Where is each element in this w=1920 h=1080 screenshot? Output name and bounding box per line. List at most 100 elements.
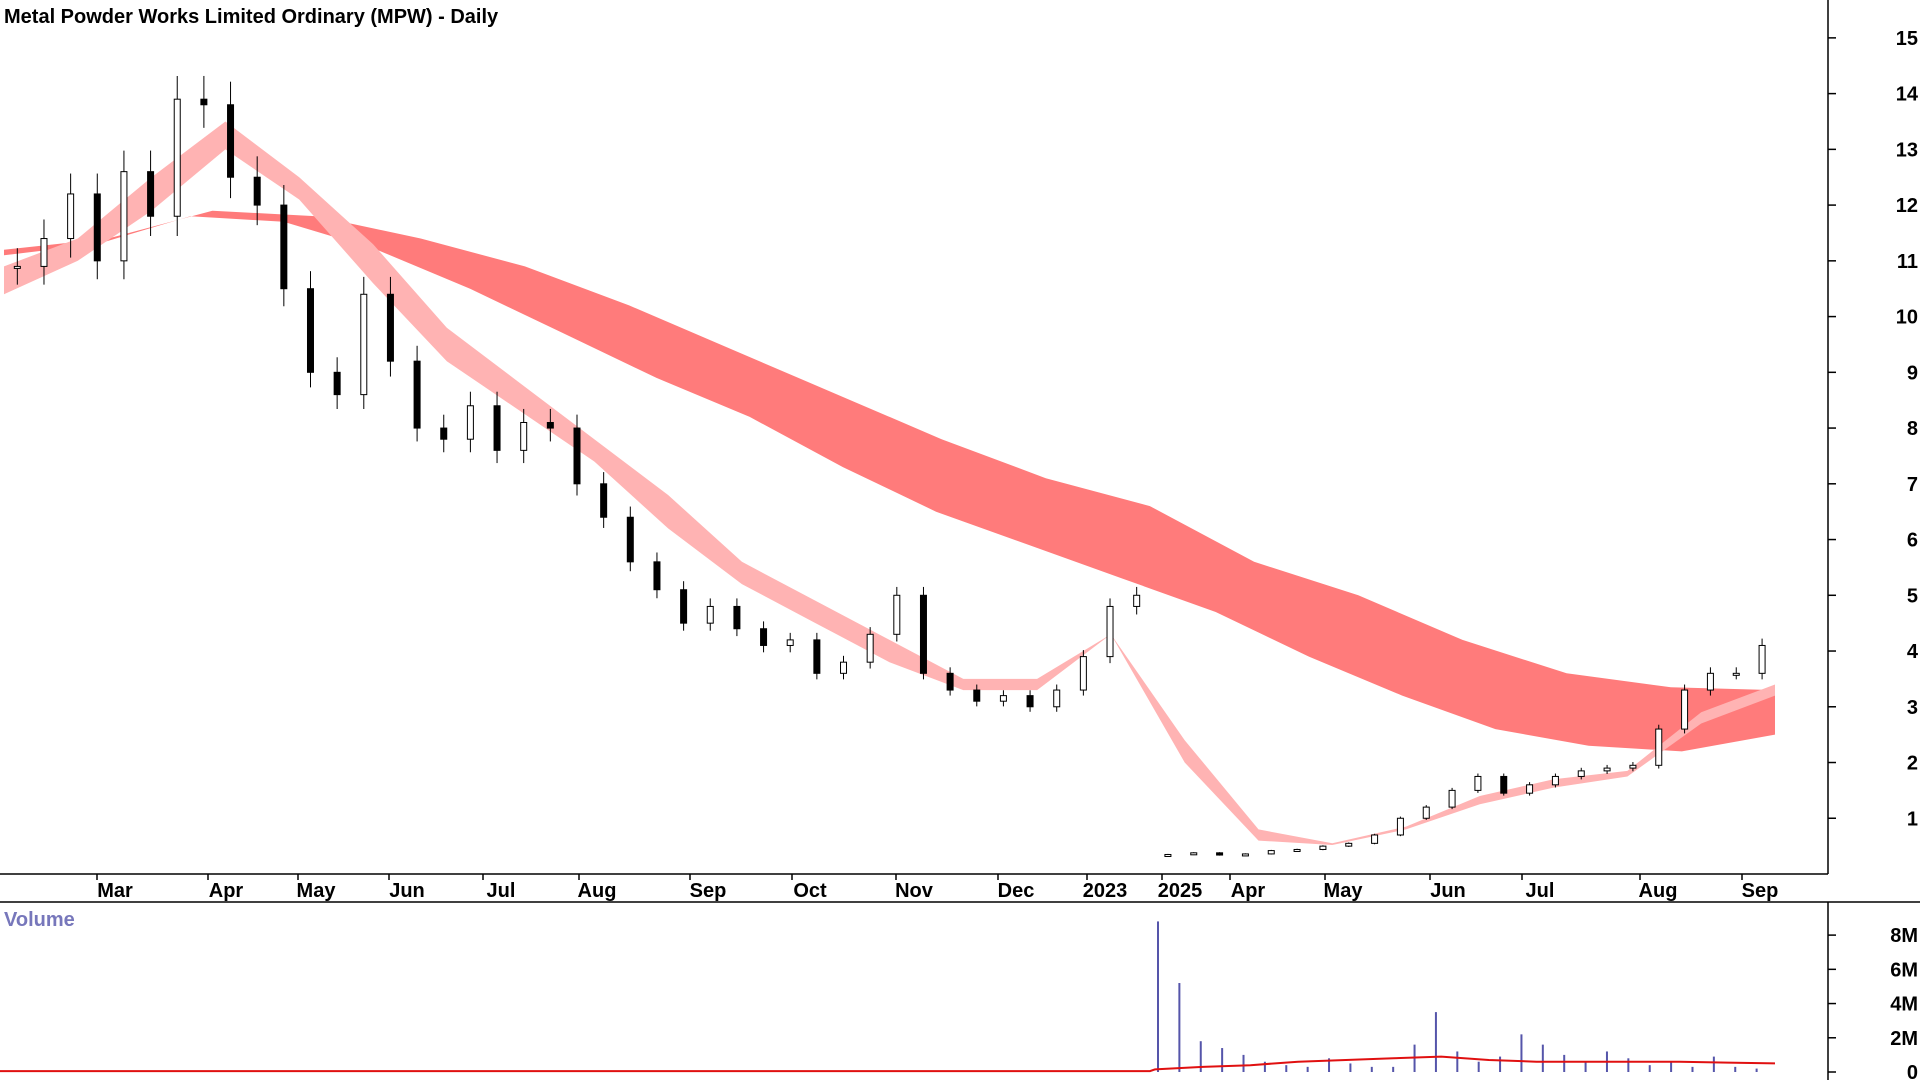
price-candle-body bbox=[733, 605, 741, 630]
price-x-tick-label: Jul bbox=[487, 880, 516, 902]
price-y-tick-label: 2 bbox=[1907, 753, 1918, 775]
price-candle-body bbox=[1164, 853, 1172, 857]
price-candle-body bbox=[466, 405, 474, 440]
price-candle-body bbox=[893, 594, 901, 635]
price-candle-body bbox=[1732, 672, 1740, 676]
long-term-ribbon-band bbox=[4, 210, 1775, 752]
price-candle-body bbox=[786, 639, 794, 646]
volume-y-tick-label: 2M bbox=[1890, 1028, 1918, 1050]
volume-bar bbox=[1563, 1054, 1566, 1072]
price-y-tick-label: 11 bbox=[1897, 251, 1918, 273]
price-candle-body bbox=[1026, 695, 1034, 708]
price-y-tick-label: 14 bbox=[1896, 84, 1919, 106]
price-candle-body bbox=[1474, 775, 1482, 791]
price-candle-body bbox=[626, 516, 634, 563]
volume-bar bbox=[1221, 1048, 1224, 1072]
price-candle-body bbox=[1293, 848, 1301, 852]
price-candle-body bbox=[227, 104, 235, 178]
price-candles bbox=[13, 75, 1766, 857]
volume-bar bbox=[1328, 1058, 1331, 1072]
price-plot-frame bbox=[0, 0, 1829, 875]
volume-bar bbox=[1541, 1044, 1544, 1072]
price-candle-body bbox=[1133, 594, 1141, 607]
price-candle-body bbox=[840, 661, 848, 674]
volume-bar bbox=[1456, 1051, 1459, 1072]
volume-moving-average bbox=[0, 1055, 1776, 1073]
volume-bar bbox=[1349, 1063, 1352, 1072]
price-y-tick-label: 15 bbox=[1896, 28, 1918, 50]
price-candle-body bbox=[280, 204, 288, 290]
price-candle-body bbox=[1396, 817, 1404, 836]
volume-moving-average-line bbox=[0, 1055, 1776, 1073]
price-candle-body bbox=[919, 594, 927, 674]
volume-bar bbox=[1199, 1041, 1202, 1072]
volume-bar bbox=[1263, 1061, 1266, 1072]
price-x-tick-label: Apr bbox=[209, 880, 244, 902]
chart-title: Metal Powder Works Limited Ordinary (MPW… bbox=[4, 6, 499, 28]
price-candle-body bbox=[67, 193, 75, 240]
price-x-tick-label: Dec bbox=[998, 880, 1035, 902]
price-y-tick-label: 10 bbox=[1896, 307, 1918, 329]
price-candle-body bbox=[493, 405, 501, 451]
price-candle-body bbox=[13, 265, 21, 269]
volume-bar bbox=[1755, 1068, 1758, 1072]
volume-bar bbox=[1477, 1061, 1480, 1072]
price-candle-body bbox=[413, 360, 421, 429]
price-candle-body bbox=[653, 561, 661, 591]
volume-bar bbox=[1627, 1058, 1630, 1072]
price-candle-body bbox=[1603, 767, 1611, 772]
price-candle-body bbox=[1577, 770, 1585, 777]
price-candle-body bbox=[1345, 842, 1353, 847]
volume-bar bbox=[1434, 1012, 1437, 1072]
price-x-tick-label: Apr bbox=[1231, 880, 1266, 902]
price-candle-body bbox=[40, 238, 48, 267]
price-candle-body bbox=[1267, 850, 1275, 855]
price-candle-body bbox=[120, 171, 128, 262]
price-candle-body bbox=[1079, 656, 1087, 691]
price-candle-body bbox=[333, 371, 341, 396]
price-candle-body bbox=[1655, 728, 1663, 766]
price-x-tick-label: Jun bbox=[1430, 880, 1466, 902]
price-candle-body bbox=[1319, 845, 1327, 850]
volume-bar bbox=[1691, 1066, 1694, 1072]
price-x-axis: Mar Apr May Jun Jul Aug Sep Oct Nov Dec 2023 2025 Ap… bbox=[96, 874, 1779, 902]
price-candle-body bbox=[546, 421, 554, 429]
volume-bar bbox=[1712, 1056, 1715, 1072]
volume-y-tick-label: 4M bbox=[1890, 994, 1918, 1016]
price-candle-body bbox=[973, 689, 981, 702]
price-x-tick-label: 2025 bbox=[1158, 880, 1203, 902]
price-x-tick-label: Aug bbox=[578, 880, 617, 902]
volume-bar bbox=[1157, 921, 1159, 1072]
price-y-tick-label: 13 bbox=[1896, 139, 1918, 161]
price-candle-body bbox=[1526, 784, 1534, 794]
price-candle-body bbox=[1216, 852, 1224, 856]
price-candle-body bbox=[1241, 853, 1249, 857]
price-x-tick-label: Sep bbox=[1742, 880, 1779, 902]
volume-bar bbox=[1306, 1066, 1309, 1072]
price-candle-body bbox=[173, 98, 181, 217]
price-y-tick-label: 1 bbox=[1907, 808, 1918, 830]
price-candle-body bbox=[360, 293, 368, 396]
volume-bar bbox=[1648, 1065, 1651, 1072]
price-candle-body bbox=[706, 605, 714, 624]
price-candle-body bbox=[1448, 789, 1456, 808]
volume-y-tick-label: 0 bbox=[1907, 1062, 1918, 1080]
price-y-tick-label: 8 bbox=[1907, 418, 1918, 440]
price-y-tick-label: 5 bbox=[1907, 585, 1918, 607]
price-y-tick-label: 12 bbox=[1896, 195, 1918, 217]
price-candle-body bbox=[1629, 764, 1637, 769]
price-x-tick-label: Sep bbox=[690, 880, 727, 902]
price-x-tick-label: May bbox=[297, 880, 337, 902]
price-y-tick-label: 4 bbox=[1907, 641, 1919, 663]
price-candle-body bbox=[440, 427, 448, 440]
volume-bar bbox=[1670, 1061, 1673, 1072]
volume-bar bbox=[1584, 1061, 1587, 1072]
price-y-tick-label: 7 bbox=[1907, 474, 1918, 496]
price-x-tick-label: Nov bbox=[895, 880, 934, 902]
price-candle-body bbox=[946, 672, 954, 691]
volume-bar bbox=[1370, 1066, 1373, 1072]
price-candle-body bbox=[306, 288, 314, 373]
